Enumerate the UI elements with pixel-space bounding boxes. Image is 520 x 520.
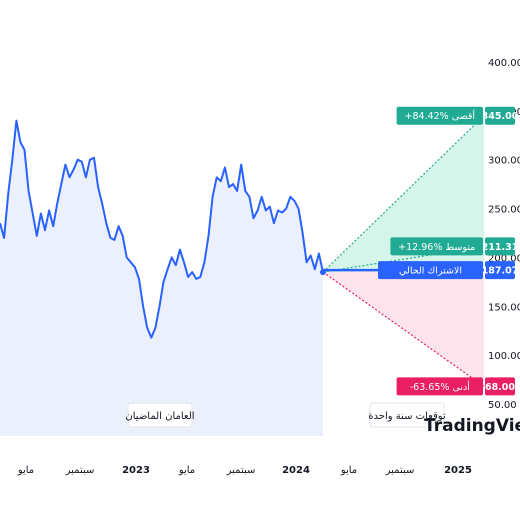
forecast-high-tag-label-box xyxy=(396,106,483,125)
forecast-high-tag-label: +84.42% أقصى xyxy=(405,109,476,122)
x-tick-label: مايو xyxy=(340,465,357,476)
forecast-line-0 xyxy=(322,115,485,273)
forecast-low-tag-label: -63.65% أدنى xyxy=(410,380,470,393)
period-label-past: العامان الماضيان xyxy=(125,402,195,428)
x-tick-label: سبتمبر xyxy=(65,465,95,476)
y-tick-label: 100.00 xyxy=(488,351,520,362)
tradingview-logo-text: TradingView xyxy=(424,416,520,436)
y-tick-label: 250.00 xyxy=(488,205,520,216)
y-tick-label: 400.00 xyxy=(488,58,520,69)
period-label-forecast: توقعات سنة واحدة xyxy=(368,402,446,428)
forecast-low-tag-value: 68.00 xyxy=(485,382,515,393)
price-area xyxy=(0,120,323,436)
y-tick-label: 200.00 xyxy=(488,253,520,264)
forecast-high-tag-value: 345.00 xyxy=(482,111,519,122)
forecast-mid-tag-label: +12.96% متوسط xyxy=(398,242,475,253)
x-tick-label: سبتمبر xyxy=(226,465,256,476)
current-value-tag-value-box xyxy=(485,261,515,280)
forecast-high-tag-value-box xyxy=(485,106,515,125)
forecast-low-tag-label-box xyxy=(396,377,483,396)
forecast-line-2 xyxy=(322,271,485,387)
x-tick-label: 2025 xyxy=(444,465,472,476)
price-line xyxy=(0,119,324,339)
current-value-tag-value: 187.07 xyxy=(482,266,519,277)
current-value-tag: 187.07 الاشتراك الحالي xyxy=(378,261,519,280)
x-tick-label: 2023 xyxy=(122,465,150,476)
x-tick-label: مايو xyxy=(178,465,195,476)
x-tick-label: 2024 xyxy=(282,465,310,476)
forecast-downside-area xyxy=(323,270,484,387)
forecast-low-tag: 68.00 -63.65% أدنى xyxy=(396,377,515,396)
current-value-tag-label: الاشتراك الحالي xyxy=(399,266,462,277)
y-tick-label: 50.00 xyxy=(488,400,517,411)
x-tick-label: سبتمبر xyxy=(385,465,415,476)
tradingview-logo: TradingView xyxy=(424,416,520,436)
y-tick-label: 150.00 xyxy=(488,302,520,313)
forecast-low-tag-value-box xyxy=(485,377,515,396)
forecast-mid-tag-value-box xyxy=(485,237,515,256)
y-tick-label: 300.00 xyxy=(488,156,520,167)
forecast-high-tag: 345.00 +84.42% أقصى xyxy=(396,106,519,125)
current-value-tag-label-box xyxy=(378,261,483,280)
period-label-past-text: العامان الماضيان xyxy=(125,411,194,422)
period-label-forecast-text: توقعات سنة واحدة xyxy=(368,411,446,422)
forecast-mid-tag-value: 211.31 xyxy=(482,242,519,253)
forecast-mid-tag: 211.31 +12.96% متوسط xyxy=(390,237,519,256)
forecast-line-1 xyxy=(322,245,485,273)
forecast-mid-tag-label-box xyxy=(390,237,483,256)
last-price-point xyxy=(320,269,326,276)
x-tick-label: مايو xyxy=(17,465,34,476)
